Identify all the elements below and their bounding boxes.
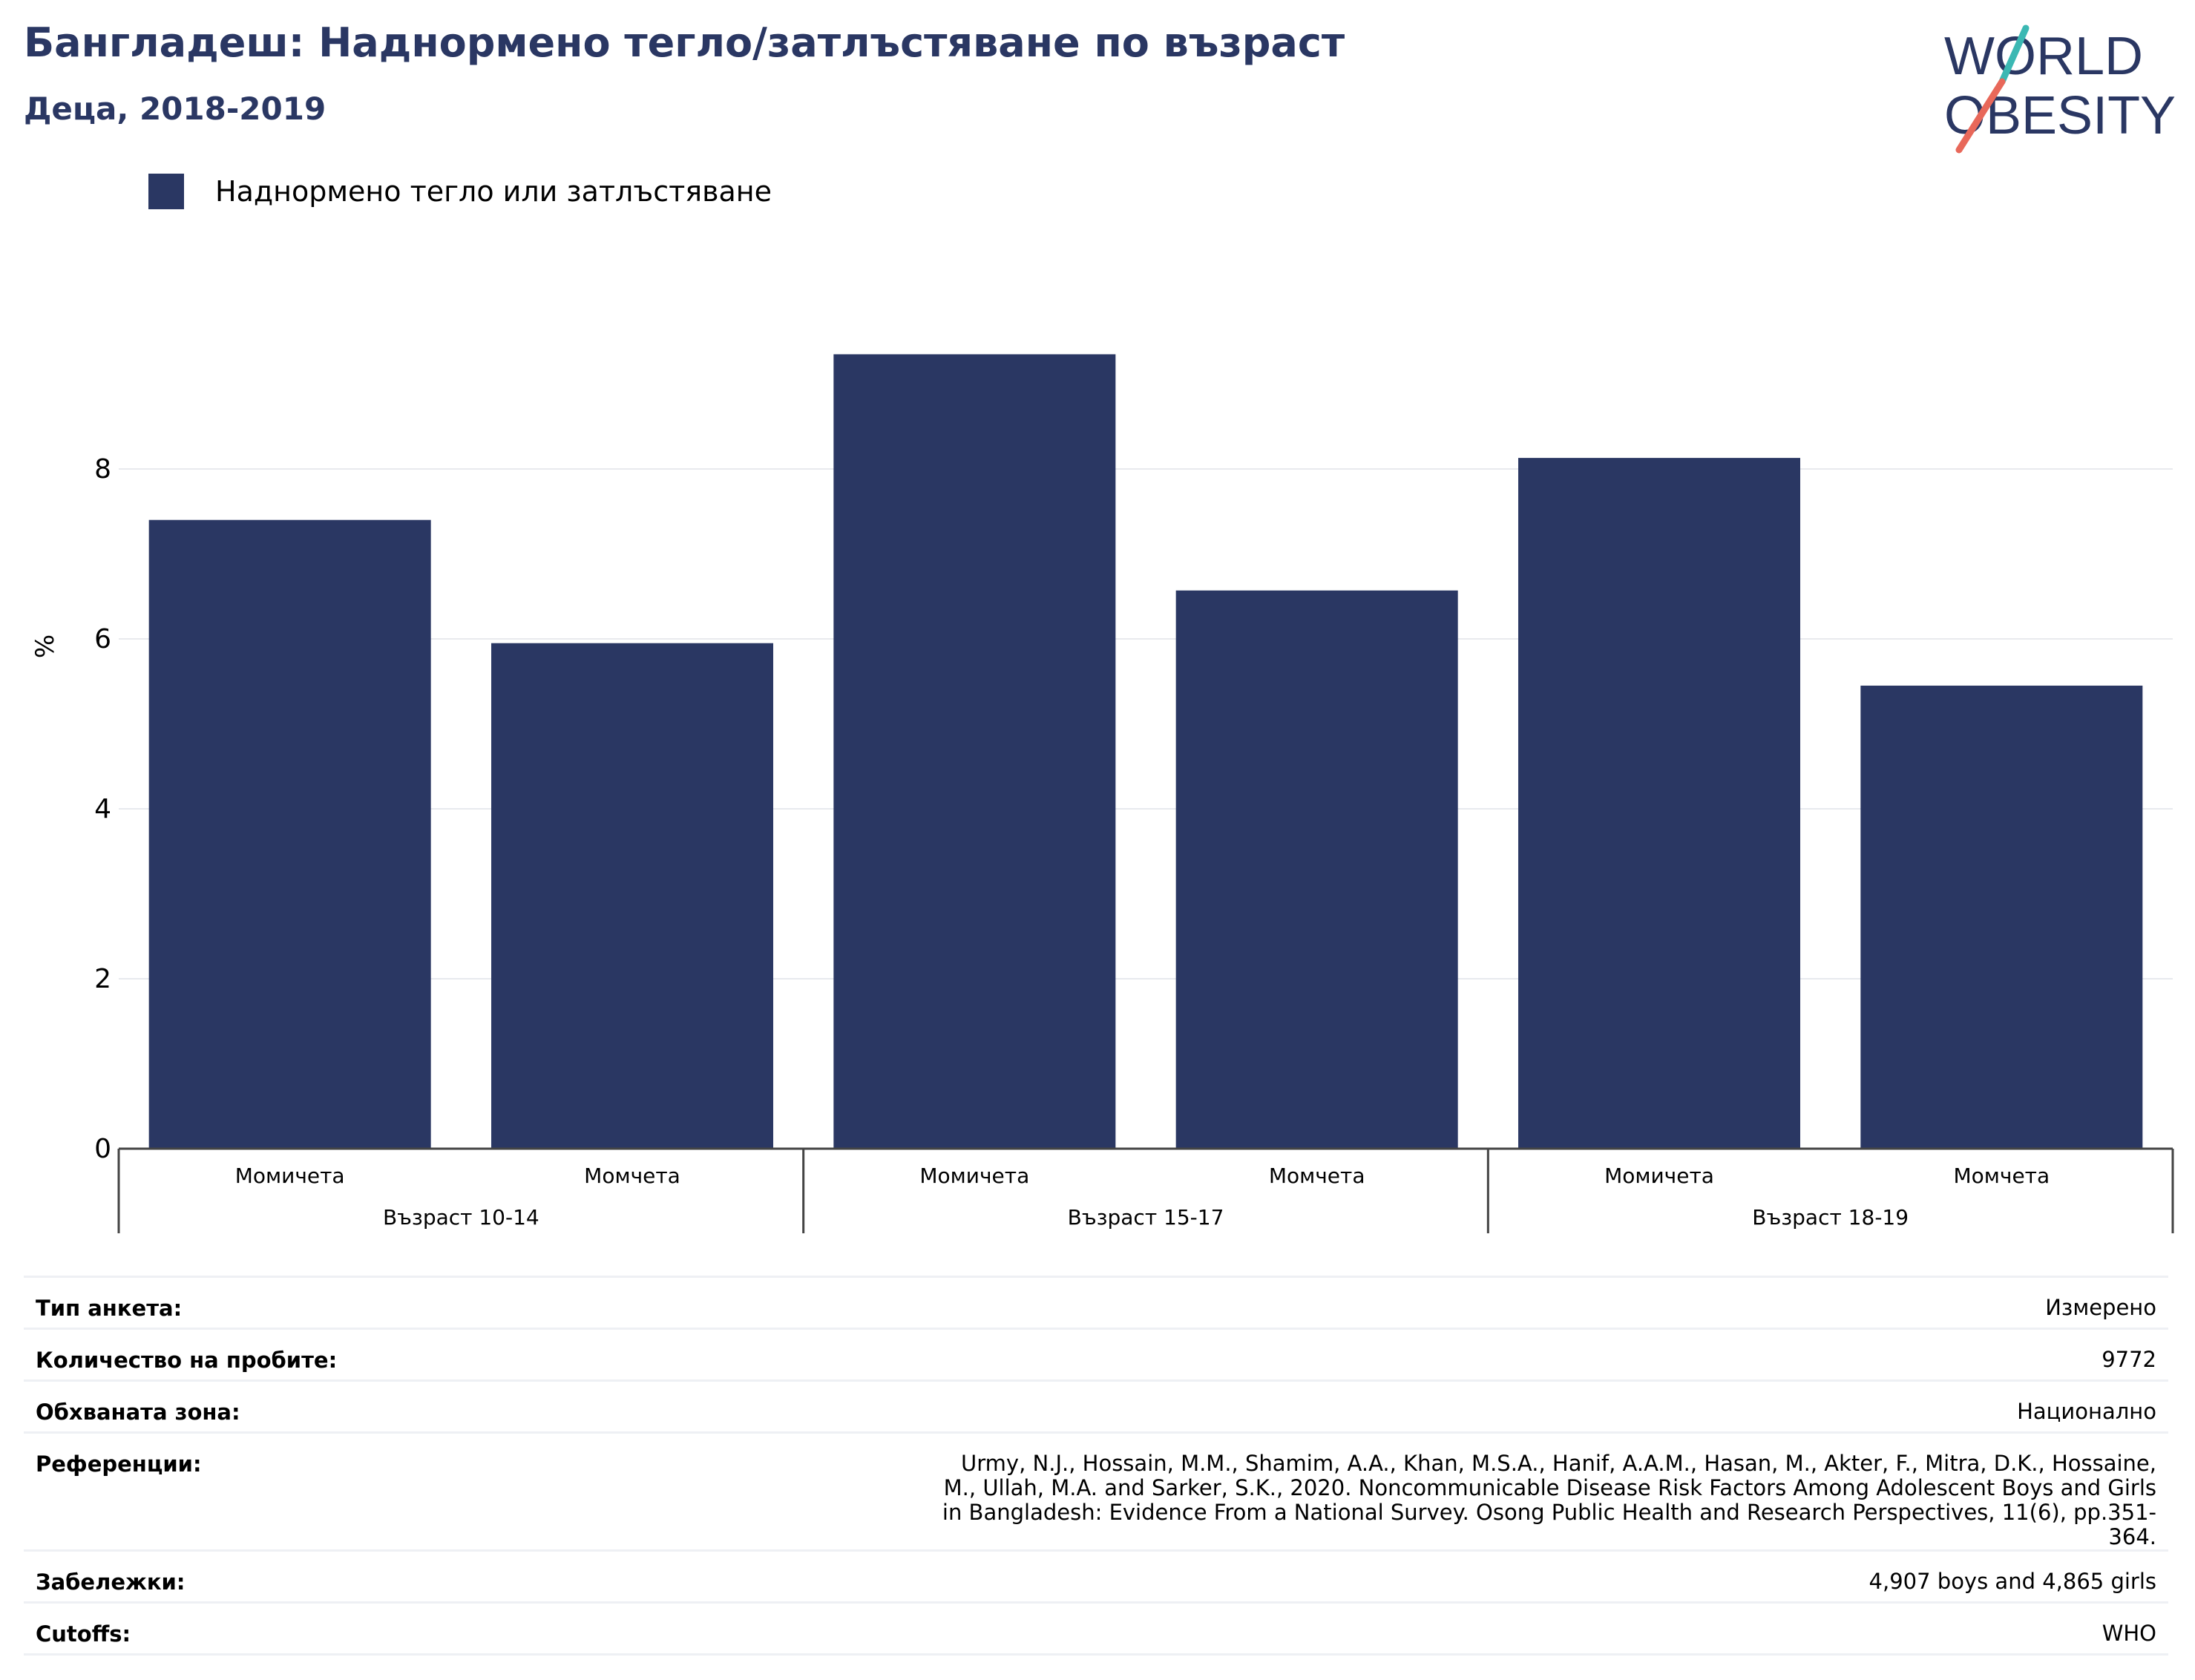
legend: Наднормено тегло или затлъстяване [148, 172, 772, 211]
info-key: Cutoffs: [24, 1601, 350, 1656]
info-value: 9772 [349, 1328, 2168, 1381]
logo-slash-top [1998, 24, 2030, 85]
bar [1860, 685, 2143, 1149]
world-obesity-logo: WORLD OBESITY [1944, 24, 2176, 154]
x-tick-label: Момчета [1269, 1164, 1365, 1188]
info-key: Забележки: [24, 1549, 350, 1603]
bar [1518, 458, 1800, 1149]
x-tick-label: Момичета [919, 1164, 1029, 1188]
grid-lines [119, 468, 2173, 980]
x-tick-label: Момчета [1954, 1164, 2050, 1188]
y-tick-label: 6 [94, 624, 111, 654]
bar [148, 519, 431, 1149]
info-row-cutoffs: Cutoffs: WHO [24, 1601, 2168, 1656]
info-row-notes: Забележки: 4,907 boys and 4,865 girls [24, 1549, 2168, 1603]
x-tick-label: Момичета [1604, 1164, 1714, 1188]
legend-label: Наднормено тегло или затлъстяване [215, 175, 772, 208]
info-key: Тип анкета: [24, 1276, 350, 1329]
info-key: Количество на пробите: [24, 1328, 350, 1381]
chart-title: Бангладеш: Наднормено тегло/затлъстяване… [24, 19, 1345, 66]
bar-chart: 0 2 4 6 8 Момичета Момчета Възраст 10-14 Момичет… [30, 354, 2174, 1233]
legend-swatch [148, 174, 184, 209]
axes: 0 2 4 6 8 Момичета Момчета Възраст 10-14 Момичет… [94, 454, 2174, 1233]
info-key: Обхваната зона: [24, 1379, 350, 1433]
info-key: Референции: [24, 1431, 350, 1551]
info-value: Urmy, N.J., Hossain, M.M., Shamim, A.A.,… [349, 1431, 2168, 1551]
bar [1175, 590, 1458, 1149]
x-group-label: Възраст 10-14 [383, 1205, 539, 1230]
x-group-label: Възраст 15-17 [1068, 1205, 1224, 1230]
x-tick-label: Момчета [584, 1164, 680, 1188]
info-row-survey-type: Тип анкета: Измерено [24, 1276, 2168, 1329]
bar [833, 354, 1116, 1149]
x-group-label: Възраст 18-19 [1752, 1205, 1909, 1230]
survey-info-table: Тип анкета: Измерено Количество на проби… [24, 1276, 2168, 1656]
info-value: Национално [349, 1379, 2168, 1433]
chart-subtitle: Деца, 2018-2019 [24, 91, 327, 127]
y-tick-label: 2 [94, 964, 111, 994]
logo-slash-bottom [1955, 78, 2006, 154]
bar [491, 643, 773, 1149]
bars [148, 354, 2143, 1149]
y-tick-label: 4 [94, 794, 111, 824]
x-tick-label: Момичета [235, 1164, 345, 1188]
info-value: Измерено [349, 1276, 2168, 1329]
info-row-references: Референции: Urmy, N.J., Hossain, M.M., S… [24, 1431, 2168, 1551]
info-value: 4,907 boys and 4,865 girls [349, 1549, 2168, 1603]
logo-text-world: WORLD [1944, 27, 2143, 86]
y-tick-label: 8 [94, 454, 111, 485]
y-axis-title: % [30, 634, 60, 658]
info-row-sample-size: Количество на пробите: 9772 [24, 1328, 2168, 1381]
info-value: WHO [349, 1601, 2168, 1656]
info-row-coverage: Обхваната зона: Национално [24, 1379, 2168, 1433]
y-tick-label: 0 [94, 1134, 111, 1164]
